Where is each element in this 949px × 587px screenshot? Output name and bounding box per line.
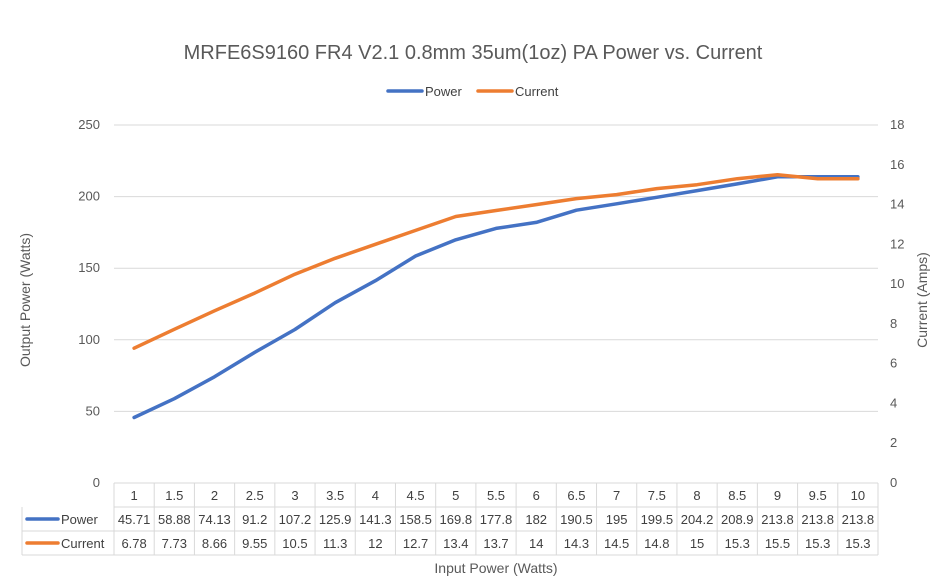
data-label: 213.8 — [761, 512, 794, 527]
x-tick-label: 6.5 — [567, 488, 585, 503]
data-label: 12 — [368, 536, 382, 551]
data-label: 15.3 — [725, 536, 750, 551]
data-label: 6.78 — [121, 536, 146, 551]
y2-tick-label: 8 — [890, 316, 897, 331]
data-label: 15.3 — [845, 536, 870, 551]
x-tick-label: 8 — [693, 488, 700, 503]
data-label: 14.5 — [604, 536, 629, 551]
table-row-label: Power — [61, 512, 99, 527]
chart-title: MRFE6S9160 FR4 V2.1 0.8mm 35um(1oz) PA P… — [184, 42, 763, 64]
x-tick-label: 4.5 — [407, 488, 425, 503]
y-axis-ticks: 0 50 100 150 200 250 — [78, 117, 100, 490]
data-label: 58.88 — [158, 512, 191, 527]
series-line-current — [132, 172, 860, 350]
x-tick-label: 1.5 — [165, 488, 183, 503]
data-label: 195 — [606, 512, 628, 527]
data-label: 190.5 — [560, 512, 593, 527]
data-label: 11.3 — [323, 536, 347, 551]
data-label: 125.9 — [319, 512, 352, 527]
x-tick-label: 4 — [372, 488, 379, 503]
data-label: 8.66 — [202, 536, 227, 551]
data-label: 182 — [525, 512, 547, 527]
data-label: 14 — [529, 536, 543, 551]
y2-tick-label: 12 — [890, 236, 904, 251]
data-label: 208.9 — [721, 512, 754, 527]
x-tick-label: 9 — [774, 488, 781, 503]
data-label: 15.5 — [765, 536, 790, 551]
data-label: 13.7 — [483, 536, 508, 551]
y2-tick-label: 2 — [890, 435, 897, 450]
x-tick-label: 3.5 — [326, 488, 344, 503]
y-tick-label: 200 — [78, 189, 100, 204]
data-label: 158.5 — [399, 512, 432, 527]
data-label: 9.55 — [242, 536, 267, 551]
data-label: 14.8 — [644, 536, 669, 551]
legend-label-power: Power — [425, 84, 463, 99]
legend: Power Current — [386, 84, 559, 99]
y-tick-label: 0 — [93, 475, 100, 490]
gridlines — [114, 124, 878, 412]
y2-tick-label: 18 — [890, 117, 904, 132]
x-tick-label: 7.5 — [648, 488, 666, 503]
data-label: 14.3 — [564, 536, 589, 551]
data-label: 213.8 — [801, 512, 834, 527]
y-tick-label: 100 — [78, 332, 100, 347]
y2-tick-label: 0 — [890, 475, 897, 490]
x-tick-label: 6 — [533, 488, 540, 503]
y2-axis-ticks: 0 2 4 6 8 10 12 14 16 18 — [890, 117, 904, 490]
x-axis-title: Input Power (Watts) — [434, 560, 557, 576]
data-label: 74.13 — [198, 512, 231, 527]
y-tick-label: 150 — [78, 260, 100, 275]
data-table: 1 1.5 2 2.5 3 3.5 4 4.5 5 5.5 6 6.5 7 7.5 8 8.5 9 9.5 10 Po… — [21, 482, 879, 556]
data-label: 199.5 — [641, 512, 674, 527]
x-tick-label: 1 — [130, 488, 137, 503]
x-tick-label: 3 — [291, 488, 298, 503]
y2-axis-title: Current (Amps) — [914, 252, 930, 348]
y2-tick-label: 14 — [890, 197, 904, 212]
y2-tick-label: 10 — [890, 276, 904, 291]
x-tick-label: 2.5 — [246, 488, 264, 503]
x-tick-label: 5 — [452, 488, 459, 503]
data-label: 107.2 — [279, 512, 312, 527]
data-label: 45.71 — [118, 512, 151, 527]
data-label: 141.3 — [359, 512, 392, 527]
data-label: 213.8 — [842, 512, 875, 527]
x-tick-label: 10 — [851, 488, 865, 503]
data-label: 10.5 — [282, 536, 307, 551]
data-label: 7.73 — [162, 536, 187, 551]
series-line-power — [132, 175, 860, 420]
series-lines — [132, 172, 860, 420]
y2-tick-label: 4 — [890, 395, 897, 410]
table-row-label: Current — [61, 536, 105, 551]
data-label: 13.4 — [443, 536, 468, 551]
data-label: 15.3 — [805, 536, 830, 551]
data-label: 12.7 — [403, 536, 428, 551]
x-tick-label: 8.5 — [728, 488, 746, 503]
y-tick-label: 50 — [86, 403, 100, 418]
y2-tick-label: 16 — [890, 157, 904, 172]
data-label: 204.2 — [681, 512, 714, 527]
y2-tick-label: 6 — [890, 356, 897, 371]
data-label: 15 — [690, 536, 704, 551]
y-tick-label: 250 — [78, 117, 100, 132]
data-label: 177.8 — [480, 512, 513, 527]
x-tick-label: 9.5 — [809, 488, 827, 503]
x-tick-label: 7 — [613, 488, 620, 503]
x-tick-label: 5.5 — [487, 488, 505, 503]
data-label: 169.8 — [440, 512, 473, 527]
x-tick-label: 2 — [211, 488, 218, 503]
data-label: 91.2 — [242, 512, 267, 527]
y-axis-title: Output Power (Watts) — [17, 233, 33, 367]
legend-label-current: Current — [515, 84, 559, 99]
